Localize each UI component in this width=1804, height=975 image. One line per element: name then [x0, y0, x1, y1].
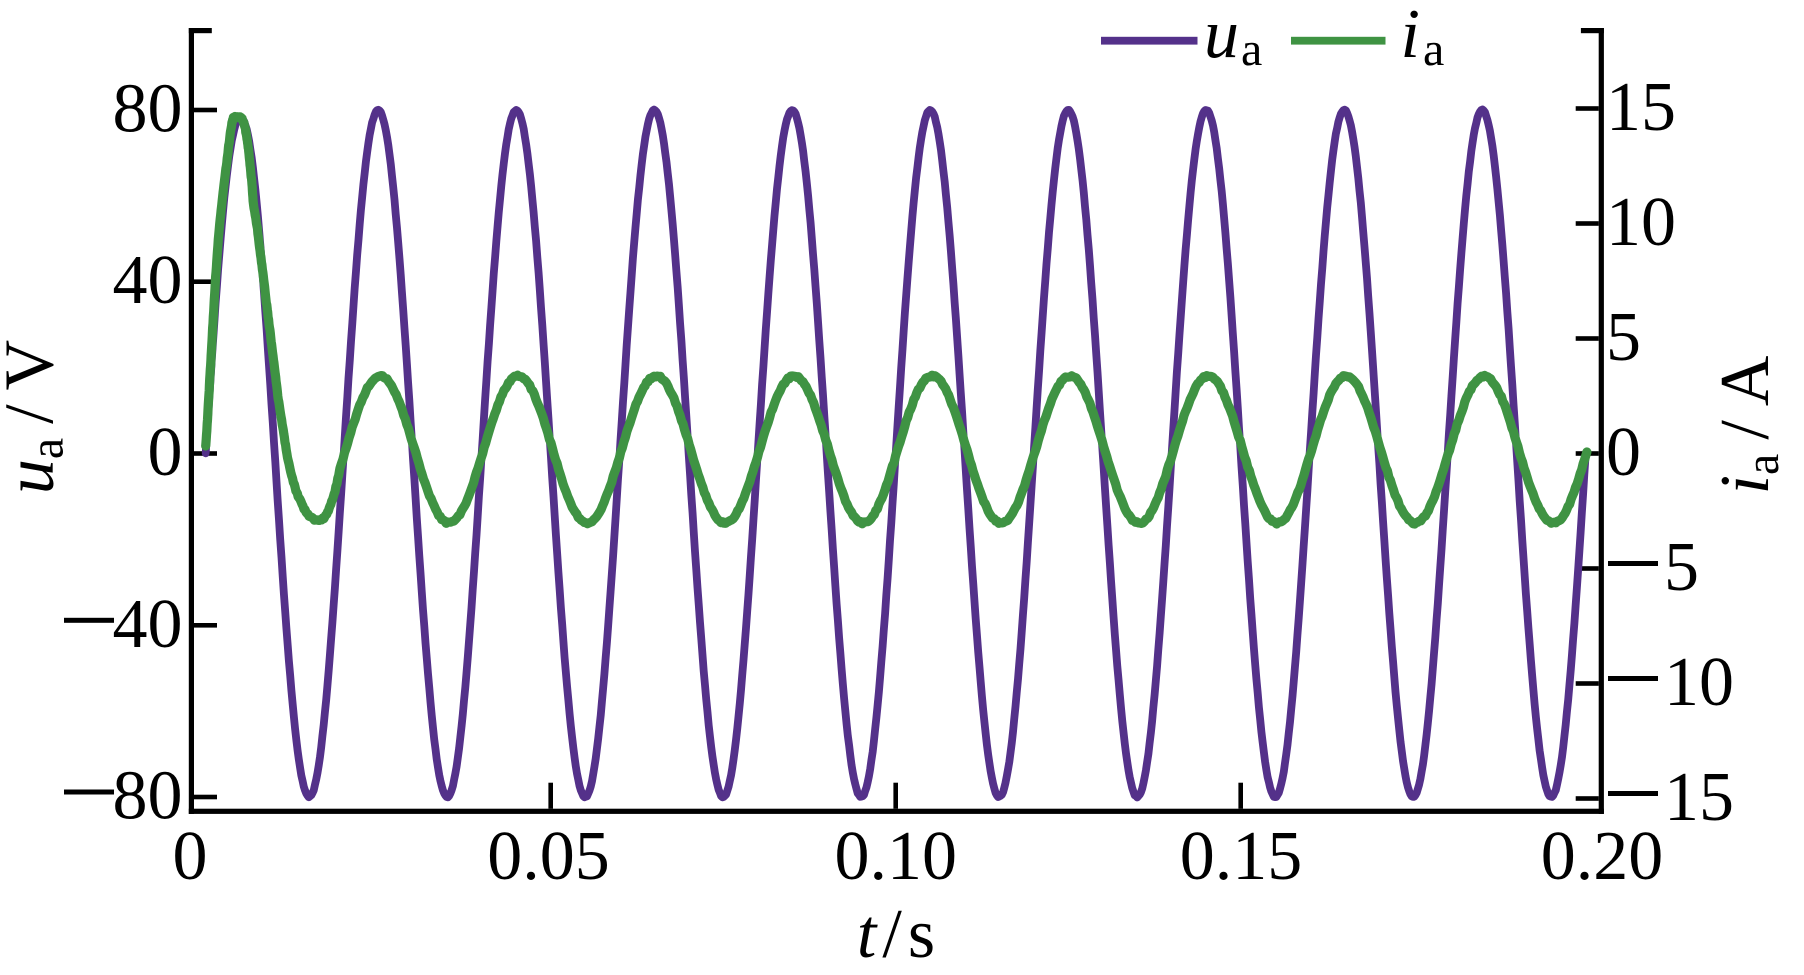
svg-text:0: 0 — [1606, 414, 1641, 491]
svg-text:40: 40 — [113, 586, 183, 663]
svg-text:0: 0 — [173, 818, 208, 895]
svg-text:0.10: 0.10 — [834, 818, 957, 895]
svg-text:0.05: 0.05 — [487, 818, 610, 895]
svg-text:0: 0 — [148, 414, 183, 491]
svg-text:80: 80 — [113, 71, 183, 148]
svg-text:a: a — [1423, 23, 1444, 76]
svg-text:15: 15 — [1664, 759, 1734, 836]
svg-text:5: 5 — [1664, 529, 1699, 606]
svg-text:u: u — [1204, 0, 1239, 73]
svg-text:i: i — [1401, 0, 1420, 73]
svg-text:80: 80 — [113, 758, 183, 835]
svg-text:10: 10 — [1606, 184, 1676, 261]
svg-text:ia / A: ia / A — [1707, 355, 1789, 494]
svg-text:0.15: 0.15 — [1180, 818, 1303, 895]
svg-text:10: 10 — [1664, 644, 1734, 721]
svg-text:40: 40 — [113, 242, 183, 319]
svg-text:5: 5 — [1606, 299, 1641, 376]
svg-text:ua / V: ua / V — [0, 340, 74, 494]
svg-text:15: 15 — [1606, 69, 1676, 146]
svg-text:t/s: t/s — [857, 896, 935, 973]
svg-text:0.20: 0.20 — [1541, 818, 1664, 895]
svg-text:a: a — [1241, 23, 1262, 76]
